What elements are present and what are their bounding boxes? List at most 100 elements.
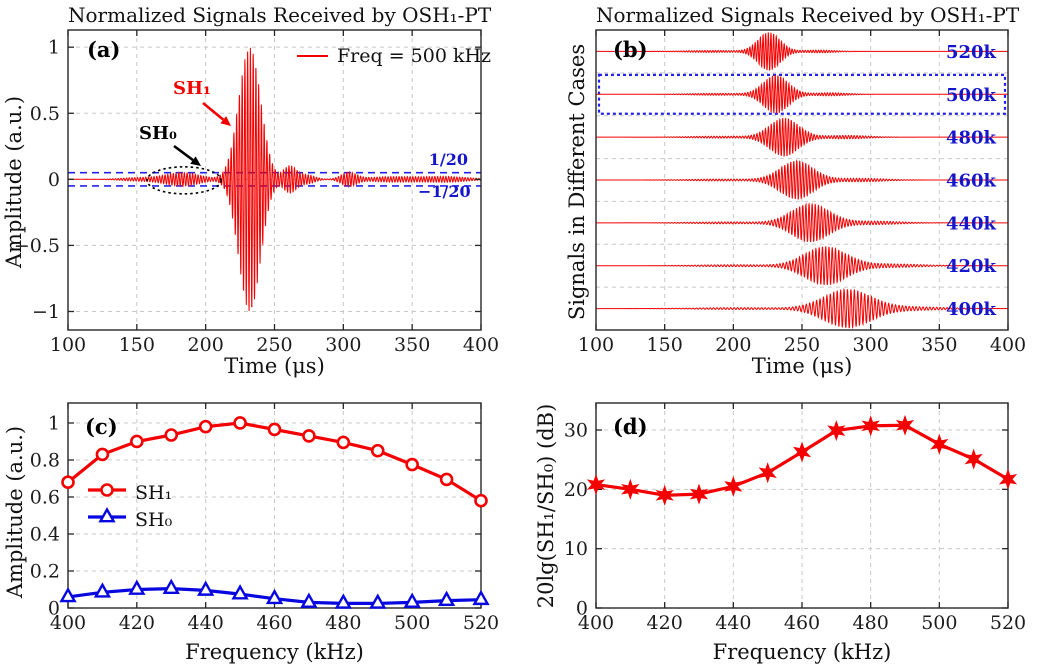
signal-trace-420k [596, 246, 1008, 286]
subplot-d-xlabel: Frequency (kHz) [712, 640, 892, 664]
x-tick-label: 520 [990, 612, 1026, 634]
x-tick-label: 420 [119, 612, 155, 634]
subplot-b-title: Normalized Signals Received by OSH₁-PT [596, 3, 1020, 27]
x-tick-label: 480 [325, 612, 361, 634]
x-tick-label: 150 [647, 334, 683, 356]
subplot-b-xlabel: Time (μs) [751, 354, 853, 378]
y-tick-label: 20 [564, 479, 588, 501]
y-tick-label: 0.8 [30, 449, 60, 471]
x-tick-label: 500 [921, 612, 957, 634]
data-point-marker [792, 441, 812, 463]
signal-trace-460k [596, 159, 1008, 201]
legend-marker-sample [88, 507, 126, 523]
data-point-marker [128, 579, 146, 595]
sh0-ellipse-annotation [146, 166, 222, 195]
data-point-marker [300, 592, 318, 608]
data-point-marker [437, 590, 456, 606]
x-tick-label: 400 [578, 612, 614, 634]
y-tick-label: 0 [48, 169, 60, 191]
y-tick-label: 0 [48, 598, 60, 620]
y-tick-label: 1 [48, 412, 60, 434]
panel-label-b: (b) [613, 37, 648, 62]
data-point-marker [130, 434, 144, 449]
x-tick-label: 400 [50, 612, 86, 634]
data-point-marker [724, 475, 743, 497]
legend-sh1-label: SH₁ [135, 481, 173, 504]
y-tick-label: 1 [48, 37, 60, 59]
data-point-marker [861, 415, 880, 437]
data-point-marker [474, 493, 488, 508]
data-point-marker [197, 580, 215, 596]
x-tick-label: 300 [325, 334, 361, 356]
annotation-arrow [202, 101, 225, 121]
y-tick-label: 0.4 [30, 523, 60, 545]
case-label-480k: 480k [946, 128, 997, 149]
data-point-marker [998, 468, 1018, 490]
case-label-520k: 520k [946, 42, 997, 63]
data-point-marker [827, 420, 846, 442]
subplot-d-ylabel: 20lg(SH₁/SH₀) (dB) [534, 403, 558, 609]
legend-sh0-label: SH₀ [135, 508, 173, 531]
subplot-c: 400 420 440 460 480 500 520 0 0.2 0.4 0.6 0.8 1 [30, 402, 499, 634]
case-label-460k: 460k [946, 171, 997, 192]
subplot-a-xlabel: Time (μs) [224, 354, 325, 378]
data-point-marker [336, 435, 351, 450]
case-label-440k: 440k [946, 213, 997, 234]
legend-sh0-marker [86, 507, 128, 532]
case-label-400k: 400k [946, 299, 997, 320]
data-point-marker [403, 592, 421, 608]
data-point-marker [59, 586, 77, 603]
x-tick-label: 100 [50, 334, 86, 356]
annotation-arrowhead [190, 156, 201, 166]
data-point-marker [198, 419, 213, 434]
x-tick-label: 460 [784, 612, 820, 634]
subplot-b: 100 150 200 250 300 350 400 520k 500k 480k 460k 440… [578, 29, 1026, 356]
legend-c: SH₁ SH₀ [86, 479, 172, 533]
x-tick-label: 520 [463, 612, 499, 634]
data-point-marker [95, 447, 110, 462]
annotation-sh0-label: SH₀ [139, 123, 177, 144]
subplot-c-xlabel: Frequency (kHz) [185, 640, 364, 664]
legend-freq-label: Freq = 500 kHz [337, 45, 492, 67]
signal-trace-500k [68, 47, 482, 312]
data-point-marker [405, 457, 419, 472]
data-point-marker [895, 414, 915, 436]
data-point-marker [100, 483, 114, 497]
data-point-marker [231, 584, 249, 600]
subplot-a-title: Normalized Signals Received by OSH₁-PT [68, 3, 492, 27]
data-point-marker [758, 462, 777, 484]
x-tick-label: 250 [784, 334, 820, 356]
threshold-label-neg: −1/20 [418, 182, 471, 201]
case-label-500k: 500k [946, 85, 997, 106]
data-point-marker [586, 474, 606, 496]
legend-freq-line-sample [297, 55, 328, 57]
x-tick-label: 350 [394, 334, 430, 356]
subplot-c-ylabel: Amplitude (a.u.) [3, 425, 27, 599]
x-tick-label: 440 [188, 612, 224, 634]
data-point-marker [162, 578, 180, 594]
subplot-d: 400 420 440 460 480 500 520 0 10 20 30 [564, 402, 1026, 634]
data-point-marker [61, 475, 75, 489]
threshold-label-pos: 1/20 [428, 150, 468, 169]
subplot-a: 100 150 200 250 300 350 400 −1 −0.5 0 0.5 1 [14, 29, 499, 356]
panel-label-d: (d) [613, 414, 648, 439]
data-point-marker [964, 448, 983, 470]
y-tick-label: 10 [564, 538, 588, 560]
data-point-marker [439, 472, 454, 487]
data-point-marker [98, 507, 116, 523]
x-tick-label: 200 [715, 334, 751, 356]
x-tick-label: 150 [119, 334, 155, 356]
y-tick-label: −0.5 [14, 235, 60, 257]
y-tick-label: 0 [576, 598, 588, 620]
legend-row-sh1: SH₁ [86, 479, 172, 506]
legend-marker-sample [88, 483, 126, 497]
data-point-marker [265, 588, 284, 605]
panel-label-c: (c) [85, 414, 118, 439]
annotation-arrow [173, 144, 194, 162]
data-point-marker [621, 478, 640, 500]
signal-trace-500k [596, 75, 1008, 114]
x-tick-label: 420 [647, 612, 683, 634]
y-tick-label: −1 [32, 301, 60, 323]
data-point-marker [93, 582, 112, 598]
